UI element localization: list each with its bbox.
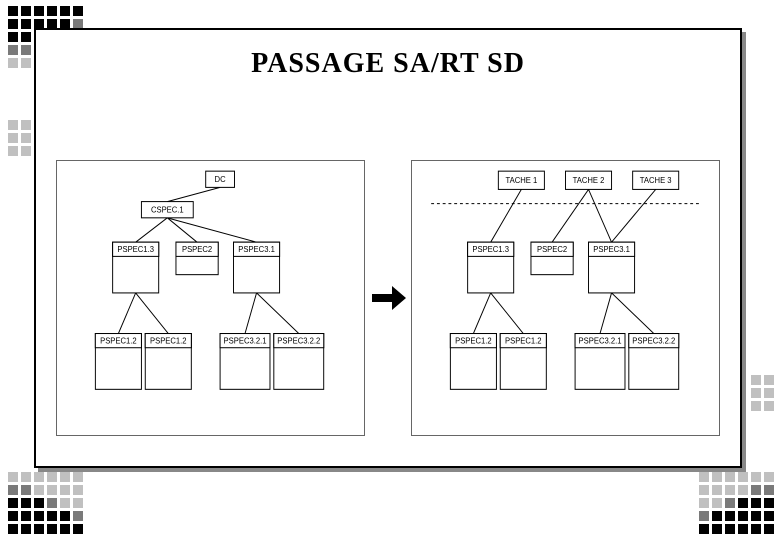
svg-text:PSPEC3.2.2: PSPEC3.2.2 <box>632 336 675 345</box>
svg-text:PSPEC3.1: PSPEC3.1 <box>593 245 630 254</box>
svg-text:PSPEC2: PSPEC2 <box>182 245 212 254</box>
page-title: PASSAGE SA/RT SD <box>36 48 740 80</box>
right-tree-svg: TACHE 1 TACHE 2 TACHE 3 PSPEC1.3 PSPEC2 PSPEC… <box>412 161 719 435</box>
svg-text:PSPEC1.2: PSPEC1.2 <box>100 336 137 345</box>
svg-text:TACHE 3: TACHE 3 <box>640 176 672 185</box>
deco-mid-right <box>751 375 774 411</box>
svg-text:PSPEC1.2: PSPEC1.2 <box>505 336 542 345</box>
svg-text:PSPEC3.2.2: PSPEC3.2.2 <box>277 336 320 345</box>
arrow-icon <box>368 278 408 318</box>
svg-text:PSPEC1.2: PSPEC1.2 <box>455 336 492 345</box>
panels-row: DC CSPEC.1 PSPEC1.3 PSPEC2 PSPEC3.1 PSPEC1.2 P… <box>56 160 720 436</box>
svg-text:PSPEC1.3: PSPEC1.3 <box>117 245 154 254</box>
deco-mid-left <box>8 120 31 156</box>
deco-bot-right <box>699 472 774 534</box>
svg-text:PSPEC3.2.1: PSPEC3.2.1 <box>579 336 622 345</box>
svg-text:TACHE 2: TACHE 2 <box>573 176 605 185</box>
svg-text:PSPEC3.2.1: PSPEC3.2.1 <box>224 336 267 345</box>
arrow-gap <box>365 160 411 436</box>
main-frame: PASSAGE SA/RT SD DC CSPEC.1 PSPEC1.3 PSPEC2… <box>34 28 742 468</box>
svg-text:PSPEC1.2: PSPEC1.2 <box>150 336 187 345</box>
svg-text:TACHE 1: TACHE 1 <box>505 176 537 185</box>
right-panel: TACHE 1 TACHE 2 TACHE 3 PSPEC1.3 PSPEC2 PSPEC… <box>411 160 720 436</box>
svg-text:PSPEC3.1: PSPEC3.1 <box>238 245 275 254</box>
deco-bot-left <box>8 472 83 534</box>
svg-text:DC: DC <box>215 175 226 184</box>
svg-text:PSPEC1.3: PSPEC1.3 <box>472 245 509 254</box>
svg-text:PSPEC2: PSPEC2 <box>537 245 567 254</box>
svg-text:CSPEC.1: CSPEC.1 <box>151 205 184 214</box>
left-panel: DC CSPEC.1 PSPEC1.3 PSPEC2 PSPEC3.1 PSPEC1.2 P… <box>56 160 365 436</box>
left-tree-svg: DC CSPEC.1 PSPEC1.3 PSPEC2 PSPEC3.1 PSPEC1.2 P… <box>57 161 364 435</box>
